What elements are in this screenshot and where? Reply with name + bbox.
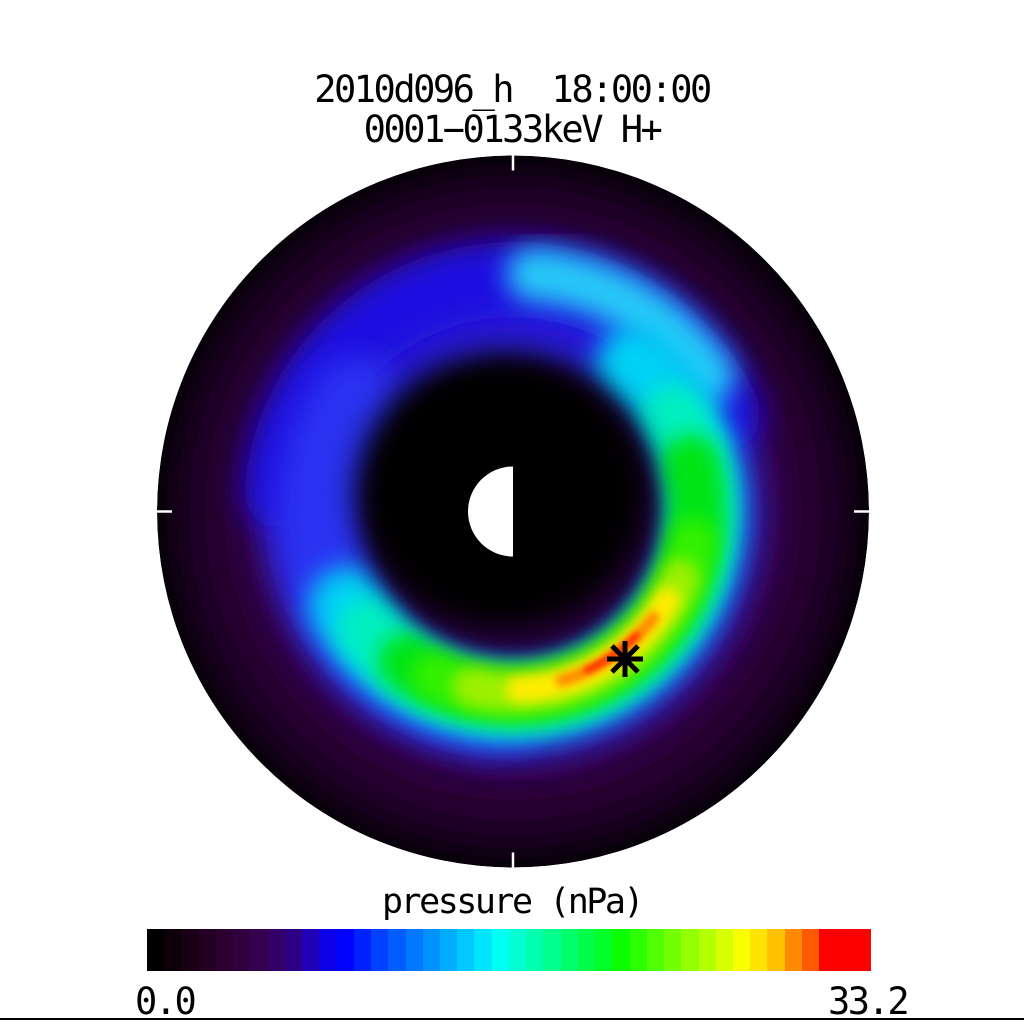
colorbar-segment [767, 929, 785, 971]
colorbar-segment [508, 929, 527, 971]
colorbar-segment [439, 929, 458, 971]
colorbar-segment [784, 929, 802, 971]
colorbar-segment [147, 929, 165, 971]
asterisk-marker [607, 641, 643, 677]
colorbar-segment [629, 929, 647, 971]
colorbar-segment [457, 929, 475, 971]
colorbar-segment [595, 929, 613, 971]
colorbar-segment [526, 929, 544, 971]
earth-dayside [468, 466, 513, 557]
colorbar-segment [164, 929, 182, 971]
colorbar-segment [612, 929, 630, 971]
colorbar-segment [819, 929, 837, 971]
colorbar-segment [681, 929, 699, 971]
colorbar [147, 929, 871, 971]
colorbar-segment [198, 929, 216, 971]
asterisk-arm [610, 644, 640, 674]
colorbar-segment [715, 929, 733, 971]
colorbar-segment [302, 929, 320, 971]
colorbar-segment [698, 929, 716, 971]
colorbar-segment [371, 929, 389, 971]
colorbar-segment [336, 929, 354, 971]
colorbar-segment [250, 929, 268, 971]
colorbar-segment [267, 929, 285, 971]
colorbar-min-label: 0.0 [135, 980, 197, 1023]
plot-title-energy-species: 0001−0133keV H+ [363, 108, 663, 151]
earth-marker [468, 466, 558, 557]
pressure-crescent-band [506, 246, 736, 403]
plot-title-run-time: 2010d096_h 18:00:00 [314, 68, 712, 111]
colorbar-segment [801, 929, 820, 971]
earth-nightside [513, 466, 558, 557]
colorbar-segment [233, 929, 251, 971]
colorbar-segment [181, 929, 199, 971]
colorbar-segment [664, 929, 682, 971]
colorbar-segment [405, 929, 423, 971]
colorbar-segment [853, 929, 871, 971]
colorbar-segment [836, 929, 854, 971]
window-bottom-border [0, 1018, 1024, 1020]
colorbar-segment [543, 929, 561, 971]
colorbar-segment [388, 929, 406, 971]
colorbar-segment [215, 929, 234, 971]
colorbar-max-label: 33.2 [828, 980, 910, 1023]
colorbar-segment [750, 929, 768, 971]
colorbar-segment [732, 929, 751, 971]
colorbar-segment [319, 929, 337, 971]
colorbar-segment [474, 929, 492, 971]
colorbar-title: pressure (nPa) [381, 882, 645, 922]
colorbar-segment [646, 929, 665, 971]
colorbar-segment [491, 929, 509, 971]
pressure-field [157, 155, 869, 868]
pressure-crescent-band [583, 631, 641, 674]
colorbar-segment [560, 929, 578, 971]
colorbar-segment [284, 929, 303, 971]
colorbar-segment [422, 929, 440, 971]
colorbar-segment [353, 929, 372, 971]
colorbar-segment [577, 929, 596, 971]
